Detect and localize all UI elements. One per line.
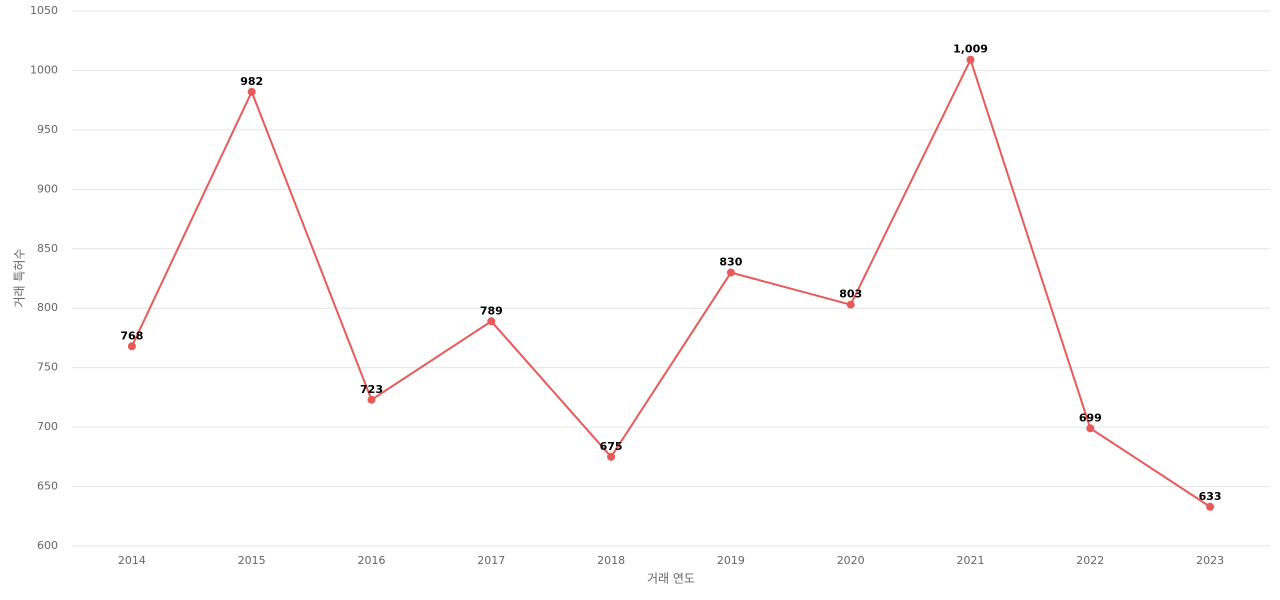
point [1206,502,1215,511]
y-tick-label: 850 [37,242,58,255]
data-label: 1,009 [953,43,988,56]
y-tick-label: 950 [37,123,58,136]
point [607,452,616,461]
data-label: 699 [1079,411,1102,424]
point [966,55,975,64]
point [487,317,496,326]
y-tick-label: 1050 [30,4,58,17]
line [130,57,1211,508]
y-tick-label: 800 [37,301,58,314]
point [846,300,855,309]
x-axis-label: 거래 연도 [647,572,695,586]
data-label: 723 [360,383,383,396]
x-tick-label: 2015 [238,554,266,567]
data-label: 633 [1199,490,1222,503]
x-tick-label: 2020 [837,554,865,567]
point [1086,424,1095,433]
y-tick-label: 700 [37,420,58,433]
x-tick-label: 2019 [717,554,745,567]
data-label: 803 [839,288,862,301]
y-axis-label: 거래 특허수 [13,248,27,307]
y-tick-label: 650 [37,480,58,493]
data-label: 675 [600,440,623,453]
x-tick-label: 2022 [1076,554,1104,567]
x-tick-label: 2023 [1196,554,1224,567]
point [367,395,376,404]
x-tick-label: 2018 [597,554,625,567]
point [726,268,735,277]
y-tick-label: 750 [37,361,58,374]
point [127,342,136,351]
data-label: 789 [480,304,503,317]
y-tick-label: 1000 [30,63,58,76]
x-tick-label: 2021 [957,554,985,567]
y-tick-label: 600 [37,539,58,552]
data-label: 768 [120,329,143,342]
x-tick-label: 2014 [118,554,146,567]
x-tick-label: 2016 [358,554,386,567]
y-tick-label: 900 [37,182,58,195]
data-label: 830 [719,256,742,269]
point [247,87,256,96]
data-label: 982 [240,75,263,88]
x-tick-label: 2017 [477,554,505,567]
